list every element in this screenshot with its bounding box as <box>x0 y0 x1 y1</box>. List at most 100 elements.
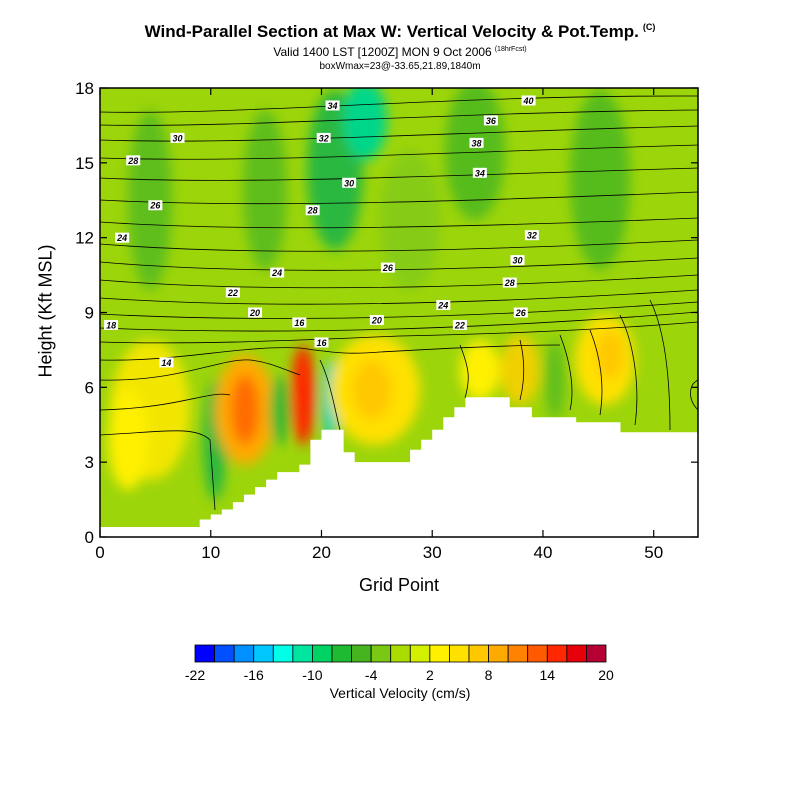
x-tick-label: 30 <box>423 543 442 562</box>
contour-label: 28 <box>305 205 320 216</box>
colorbar-swatch <box>488 644 509 663</box>
contour-labels: 40 34 36 32 30 38 28 34 30 26 28 24 32 30 26 24 28 22 24 26… <box>104 95 539 368</box>
colorbar-tick-label: 20 <box>598 667 614 683</box>
chart-subtitle: Valid 1400 LST [1200Z] MON 9 Oct 2006 (18… <box>273 45 527 59</box>
contour-label: 32 <box>316 132 331 143</box>
svg-text:16: 16 <box>316 338 327 348</box>
velocity-field <box>108 88 635 500</box>
svg-text:40: 40 <box>523 96 534 106</box>
colorbar-swatch <box>429 644 450 663</box>
field-layer <box>100 88 698 537</box>
isentropes <box>100 95 698 511</box>
colorbar-swatch <box>370 644 392 663</box>
forecast-tag: (18hrFcst) <box>494 46 527 53</box>
chart-title: Wind-Parallel Section at Max W: Vertical… <box>144 22 656 41</box>
svg-text:32: 32 <box>319 133 329 143</box>
contour-label: 28 <box>126 155 141 166</box>
contour-label: 22 <box>452 319 467 330</box>
box-info: boxWmax=23@-33.65,21.89,1840m <box>319 61 481 72</box>
x-axis-title: Grid Point <box>358 575 440 595</box>
contour-label: 26 <box>148 200 163 211</box>
y-tick-label: 3 <box>85 453 94 472</box>
svg-text:24: 24 <box>271 268 282 278</box>
colorbar-swatch <box>214 644 235 663</box>
colorbar-swatch <box>507 644 529 663</box>
colorbar-tick-label: -4 <box>365 667 378 683</box>
svg-text:22: 22 <box>227 288 238 298</box>
title-mark: (C) <box>642 22 656 33</box>
colorbar-swatch <box>409 644 431 663</box>
svg-text:30: 30 <box>344 178 354 188</box>
contour-label: 34 <box>325 100 340 111</box>
contour-label: 32 <box>524 230 539 241</box>
svg-text:22: 22 <box>454 320 465 330</box>
colorbar-swatch <box>449 644 470 663</box>
colorbar-tick-label: -22 <box>185 667 205 683</box>
svg-text:26: 26 <box>515 308 527 318</box>
svg-text:28: 28 <box>127 156 138 166</box>
contour-label: 26 <box>380 262 395 273</box>
colorbar-swatch <box>527 644 548 663</box>
colorbar-swatch <box>546 644 568 663</box>
contour-label: 26 <box>513 307 528 318</box>
colorbar-tick-label: -10 <box>302 667 322 683</box>
svg-text:20: 20 <box>249 308 260 318</box>
colorbar-swatch <box>272 644 294 663</box>
contour-label: 20 <box>248 307 263 318</box>
svg-text:38: 38 <box>472 138 482 148</box>
y-axis-title: Height (Kft MSL) <box>35 244 56 378</box>
colorbar-swatch <box>233 644 255 663</box>
contour-label: 24 <box>270 267 285 278</box>
colorbar-tick-label: -16 <box>244 667 264 683</box>
y-tick-label: 15 <box>75 154 94 173</box>
colorbar-swatch <box>312 644 333 663</box>
colorbar-tick-label: 2 <box>426 667 434 683</box>
svg-text:36: 36 <box>486 116 497 126</box>
contour-label: 14 <box>159 357 174 368</box>
svg-text:30: 30 <box>512 256 522 266</box>
svg-text:28: 28 <box>504 278 515 288</box>
contour-label: 24 <box>436 300 451 311</box>
contour-label: 18 <box>104 319 119 330</box>
colorbar-swatch <box>253 644 274 663</box>
svg-text:34: 34 <box>328 101 338 111</box>
colorbar-swatch <box>390 644 411 663</box>
colorbar-swatch <box>194 644 215 663</box>
x-tick-label: 40 <box>534 543 553 562</box>
svg-text:24: 24 <box>437 301 448 311</box>
colorbar-swatch <box>566 644 587 663</box>
colorbar-tick-label: 8 <box>485 667 493 683</box>
colorbar-label: Vertical Velocity (cm/s) <box>329 685 471 701</box>
svg-text:30: 30 <box>173 133 183 143</box>
colorbar-swatch <box>292 644 313 663</box>
svg-text:24: 24 <box>116 233 127 243</box>
contour-label: 28 <box>502 277 517 288</box>
contour-label: 22 <box>225 287 240 298</box>
svg-text:18: 18 <box>106 320 116 330</box>
contour-label: 34 <box>472 167 487 178</box>
contour-label: 40 <box>521 95 536 106</box>
x-tick-label: 20 <box>312 543 331 562</box>
contour-label: 30 <box>170 132 185 143</box>
contour-label: 16 <box>314 337 329 348</box>
svg-text:26: 26 <box>382 263 394 273</box>
svg-text:14: 14 <box>161 358 171 368</box>
contour-label: 20 <box>369 314 384 325</box>
contour-label: 36 <box>483 115 498 126</box>
colorbar-tick-label: 14 <box>539 667 555 683</box>
contour-label: 30 <box>342 177 357 188</box>
colorbar: -22 -16 -10 -4 2 8 14 20 <box>185 644 614 683</box>
colorbar-swatch <box>586 644 607 663</box>
svg-text:16: 16 <box>294 318 305 328</box>
contour-label: 24 <box>115 232 130 243</box>
y-tick-label: 18 <box>75 79 94 98</box>
x-tick-label: 0 <box>95 543 104 562</box>
contour-label: 30 <box>510 255 525 266</box>
svg-text:32: 32 <box>527 231 537 241</box>
svg-text:28: 28 <box>307 206 318 216</box>
x-tick-label: 10 <box>201 543 220 562</box>
y-tick-label: 12 <box>75 229 94 248</box>
svg-text:34: 34 <box>475 168 485 178</box>
